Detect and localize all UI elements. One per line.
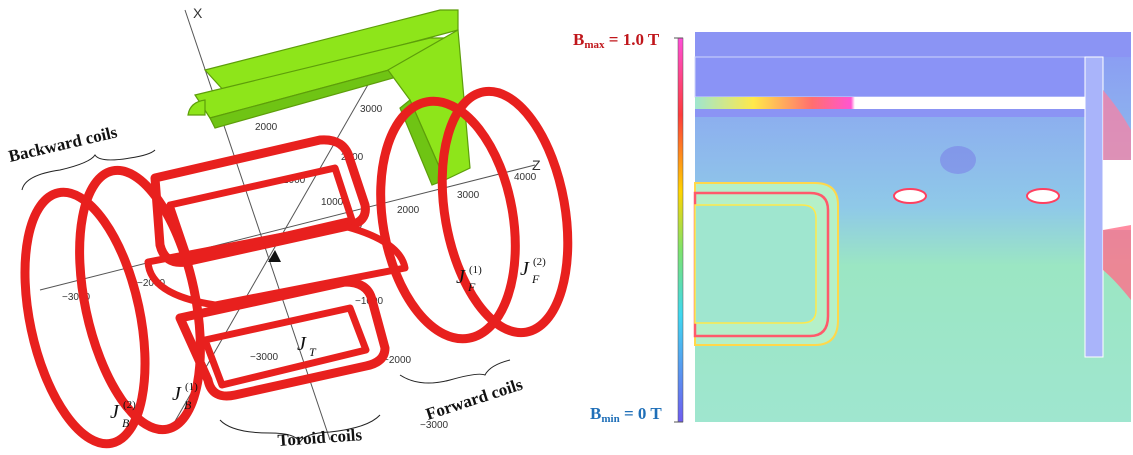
colorbar <box>677 37 684 423</box>
backward-coil-1 <box>75 165 205 435</box>
tick-z-neg3000: −3000 <box>62 292 91 303</box>
svg-text:(1): (1) <box>185 381 198 393</box>
x-axis-letter: X <box>193 5 203 21</box>
svg-text:B: B <box>122 416 130 430</box>
yoke-gap-band <box>695 97 1085 109</box>
svg-text:J: J <box>456 266 466 288</box>
tick-z-4000: 4000 <box>514 172 537 183</box>
svg-text:(2): (2) <box>533 256 546 268</box>
forward-coil-2 <box>437 86 573 338</box>
svg-text:J: J <box>110 401 120 423</box>
x-axis-line <box>184 9 331 441</box>
tick-x-neg3000: −3000 <box>420 420 449 431</box>
tick-x-neg2000: −2000 <box>383 355 412 366</box>
field-map-figure: Bmax = 1.0 T Bmin = 0 T <box>573 30 1131 425</box>
z-axis-line <box>39 164 536 291</box>
symbol-jf1: J F (1) <box>456 264 482 294</box>
forward-coil-1 <box>376 96 520 344</box>
braces <box>21 149 511 444</box>
forward-brace <box>399 359 511 384</box>
toroid-brace <box>219 414 381 444</box>
svg-text:J: J <box>520 258 530 280</box>
hot-spot-upper <box>1103 90 1131 160</box>
svg-text:J: J <box>172 383 182 405</box>
coil-system-diagram: X Y Z 2000 1000 3000 2000 1000 4000 3000… <box>7 5 573 450</box>
symbol-jb1: J B (1) <box>172 381 198 412</box>
low-field-spot <box>940 146 976 174</box>
backward-coil-2 <box>20 187 150 449</box>
svg-text:(2): (2) <box>123 399 136 411</box>
backward-brace <box>21 149 156 191</box>
symbol-jf2: J F (2) <box>520 256 546 286</box>
tick-z-3000: 3000 <box>457 190 480 201</box>
origin-arrow <box>268 250 281 262</box>
tick-x-2000: 2000 <box>255 122 278 133</box>
hot-spot-lower <box>1103 225 1131 300</box>
svg-text:B: B <box>184 398 192 412</box>
yoke-upper-plate <box>694 56 1086 98</box>
svg-text:F: F <box>531 272 540 286</box>
bmax-label: Bmax = 1.0 T <box>573 30 660 51</box>
svg-text:J: J <box>297 333 307 355</box>
toroid-coils-label: Toroid coils <box>277 425 363 450</box>
coil-slot-2 <box>1026 188 1060 204</box>
saturated-gap <box>1103 160 1131 230</box>
coils <box>20 86 573 449</box>
toroid-coil-bottom-inner <box>201 304 370 389</box>
toroid-coil-top-inner <box>166 164 356 262</box>
coil-slot-1 <box>893 188 927 204</box>
svg-text:T: T <box>309 345 317 359</box>
tick-y-3000: 3000 <box>360 104 383 115</box>
symbol-jb2: J B (2) <box>110 399 136 430</box>
svg-text:F: F <box>467 280 476 294</box>
field-map <box>693 32 1131 422</box>
yoke-lower-edge <box>695 109 1085 117</box>
z-axis-letter: Z <box>532 157 541 173</box>
tick-z-neg2000: −2000 <box>137 278 166 289</box>
bmin-label: Bmin = 0 T <box>590 404 662 425</box>
yoke-vertical-bar <box>1084 56 1104 358</box>
symbol-jt: J T <box>297 333 317 359</box>
tick-z-2000: 2000 <box>397 205 420 216</box>
toroid-coil-mid <box>144 221 409 309</box>
svg-text:(1): (1) <box>469 264 482 276</box>
toroid-cross-section-edge <box>693 191 830 338</box>
toroid-coil-bottom <box>175 277 390 401</box>
top-region <box>695 32 1131 57</box>
tick-y-neg3000: −3000 <box>250 352 279 363</box>
tick-y-1000: 1000 <box>321 197 344 208</box>
toroid-cross-section-inner <box>694 204 817 324</box>
